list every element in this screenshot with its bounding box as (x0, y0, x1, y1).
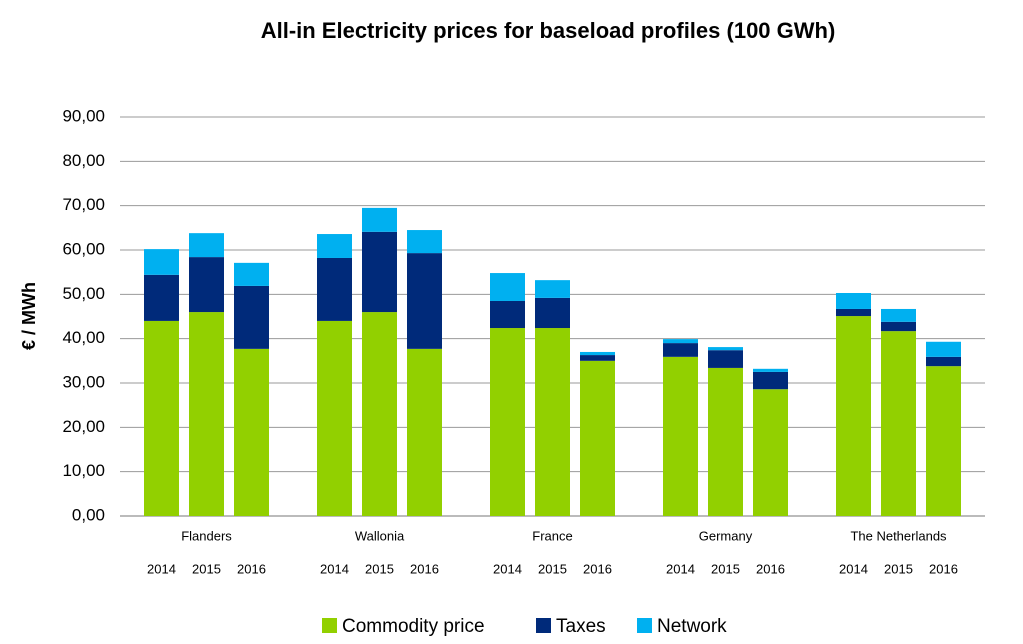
bar-segment (490, 328, 525, 516)
bar-segment (407, 348, 442, 516)
bar-segment (234, 348, 269, 516)
bar-segment (753, 368, 788, 372)
x-tick-label: 2014 (839, 561, 868, 576)
y-axis-label: € / MWh (19, 282, 39, 350)
bar-segment (407, 230, 442, 254)
bar-segment (490, 300, 525, 329)
x-tick-label: 2016 (410, 561, 439, 576)
bar-segment (926, 366, 961, 516)
y-tick-label: 20,00 (62, 417, 105, 436)
x-tick-label: 2016 (756, 561, 785, 576)
bar-segment (836, 316, 871, 516)
group-label: The Netherlands (850, 528, 947, 543)
bar-segment (881, 321, 916, 332)
bar-segment (926, 356, 961, 367)
bar-segment (317, 257, 352, 321)
legend-label: Network (657, 616, 727, 637)
x-tick-label: 2016 (237, 561, 266, 576)
bar-segment (144, 274, 179, 321)
legend-swatch (536, 618, 551, 633)
bar-segment (317, 320, 352, 516)
bar-segment (490, 273, 525, 301)
y-tick-label: 40,00 (62, 328, 105, 347)
y-tick-label: 50,00 (62, 284, 105, 303)
x-tick-label: 2015 (192, 561, 221, 576)
bar-segment (189, 257, 224, 313)
bar-segment (663, 339, 698, 344)
bar-segment (663, 356, 698, 516)
group-label: Germany (699, 528, 753, 543)
bar-segment (881, 331, 916, 516)
y-tick-label: 70,00 (62, 195, 105, 214)
x-tick-label: 2015 (884, 561, 913, 576)
legend-swatch (637, 618, 652, 633)
bar-segment (836, 293, 871, 309)
bar-segment (580, 360, 615, 516)
bar-segment (926, 341, 961, 357)
bar-segment (580, 351, 615, 356)
bar-segment (234, 262, 269, 286)
bar-segment (708, 350, 743, 368)
bar-segment (362, 231, 397, 313)
x-tick-label: 2016 (583, 561, 612, 576)
y-tick-label: 10,00 (62, 461, 105, 480)
y-tick-label: 0,00 (72, 505, 105, 524)
bar-segment (881, 308, 916, 322)
bar-segment (362, 312, 397, 516)
y-tick-label: 60,00 (62, 239, 105, 258)
bar-segment (189, 233, 224, 258)
bar-segment (535, 297, 570, 329)
x-tick-label: 2014 (320, 561, 349, 576)
bar-segment (144, 320, 179, 516)
x-tick-label: 2014 (493, 561, 522, 576)
chart-title: All-in Electricity prices for baseload p… (261, 18, 836, 43)
bar-segment (317, 234, 352, 258)
bar-segment (580, 355, 615, 361)
group-label: Flanders (181, 528, 232, 543)
x-tick-label: 2015 (365, 561, 394, 576)
x-tick-label: 2014 (147, 561, 176, 576)
bar-segment (234, 285, 269, 349)
bar-segment (535, 280, 570, 298)
y-tick-label: 80,00 (62, 151, 105, 170)
x-tick-label: 2015 (711, 561, 740, 576)
x-tick-label: 2015 (538, 561, 567, 576)
y-tick-label: 30,00 (62, 372, 105, 391)
bar-segment (836, 308, 871, 317)
bar-segment (362, 207, 397, 232)
y-tick-label: 90,00 (62, 106, 105, 125)
bar-segment (663, 343, 698, 357)
group-label: France (532, 528, 572, 543)
legend-swatch (322, 618, 337, 633)
bar-segment (708, 367, 743, 516)
bar-segment (753, 371, 788, 390)
bar-segment (708, 347, 743, 351)
legend-label: Commodity price (342, 616, 485, 637)
bar-segment (753, 389, 788, 516)
bar-segment (535, 328, 570, 516)
bar-segment (144, 249, 179, 275)
legend-label: Taxes (556, 616, 606, 637)
x-tick-label: 2014 (666, 561, 695, 576)
x-tick-label: 2016 (929, 561, 958, 576)
bar-segment (189, 312, 224, 516)
bar-segment (407, 253, 442, 349)
group-label: Wallonia (355, 528, 405, 543)
